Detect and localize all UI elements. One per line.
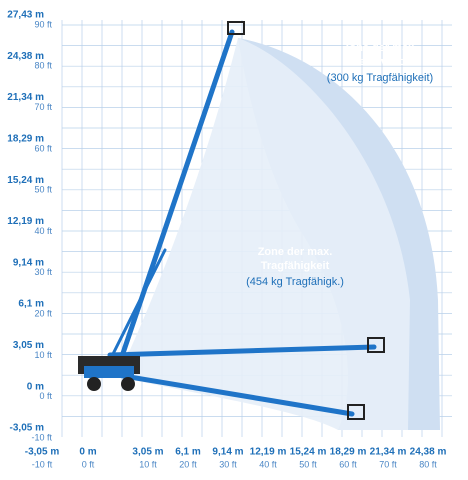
y-feet-label: 50 ft bbox=[34, 185, 52, 195]
x-meter-label: 21,34 m bbox=[370, 447, 407, 458]
zone-title: Reichweite bbox=[351, 56, 408, 68]
x-feet-label: 20 ft bbox=[179, 459, 197, 469]
platforms bbox=[227, 21, 385, 420]
y-feet-label: 60 ft bbox=[34, 143, 52, 153]
y-feet-label: 30 ft bbox=[34, 267, 52, 277]
zone-title: Tragfähigkeit bbox=[261, 260, 330, 272]
x-feet-label: -10 ft bbox=[32, 459, 53, 469]
vehicle bbox=[78, 356, 140, 391]
y-meter-label: -3,05 m bbox=[10, 423, 45, 434]
y-feet-label: 20 ft bbox=[34, 308, 52, 318]
y-feet-label: 10 ft bbox=[34, 350, 52, 360]
y-feet-label: 70 ft bbox=[34, 102, 52, 112]
x-feet-label: 50 ft bbox=[299, 459, 317, 469]
boom bbox=[97, 29, 377, 417]
zone-capacity: (454 kg Tragfähigk.) bbox=[246, 276, 344, 288]
x-feet-label: 80 ft bbox=[419, 459, 437, 469]
y-feet-label: 40 ft bbox=[34, 226, 52, 236]
x-meter-label: 6,1 m bbox=[175, 447, 201, 458]
x-feet-label: 70 ft bbox=[379, 459, 397, 469]
y-meter-label: 27,43 m bbox=[7, 10, 44, 21]
y-feet-label: -10 ft bbox=[31, 432, 52, 442]
y-feet-label: 80 ft bbox=[34, 61, 52, 71]
y-feet-label: 0 ft bbox=[39, 391, 52, 401]
x-meter-label: 3,05 m bbox=[132, 447, 163, 458]
capacity-zone bbox=[95, 38, 410, 430]
x-feet-label: 40 ft bbox=[259, 459, 277, 469]
x-feet-label: 10 ft bbox=[139, 459, 157, 469]
x-meter-label: 9,14 m bbox=[212, 447, 243, 458]
x-meter-label: 12,19 m bbox=[250, 447, 287, 458]
y-meter-label: 21,34 m bbox=[7, 92, 44, 103]
x-meter-label: 18,29 m bbox=[330, 447, 367, 458]
x-meter-label: -3,05 m bbox=[25, 447, 60, 458]
y-meter-label: 18,29 m bbox=[7, 134, 44, 145]
x-meter-label: 0 m bbox=[79, 447, 96, 458]
y-meter-label: 3,05 m bbox=[13, 340, 44, 351]
zone-title: Zone der max. bbox=[258, 246, 333, 258]
zone-title: Zone der max. bbox=[343, 42, 418, 54]
x-meter-label: 15,24 m bbox=[290, 447, 327, 458]
x-feet-label: 60 ft bbox=[339, 459, 357, 469]
y-meter-label: 0 m bbox=[27, 381, 44, 392]
y-feet-label: 90 ft bbox=[34, 19, 52, 29]
x-feet-label: 0 ft bbox=[82, 459, 95, 469]
y-meter-label: 24,38 m bbox=[7, 51, 44, 62]
y-meter-label: 12,19 m bbox=[7, 216, 44, 227]
x-feet-label: 30 ft bbox=[219, 459, 237, 469]
x-meter-label: 24,38 m bbox=[410, 447, 447, 458]
y-meter-label: 6,1 m bbox=[18, 299, 44, 310]
y-meter-label: 15,24 m bbox=[7, 175, 44, 186]
zone-capacity: (300 kg Tragfähigkeit) bbox=[327, 72, 433, 84]
y-meter-label: 9,14 m bbox=[13, 257, 44, 268]
